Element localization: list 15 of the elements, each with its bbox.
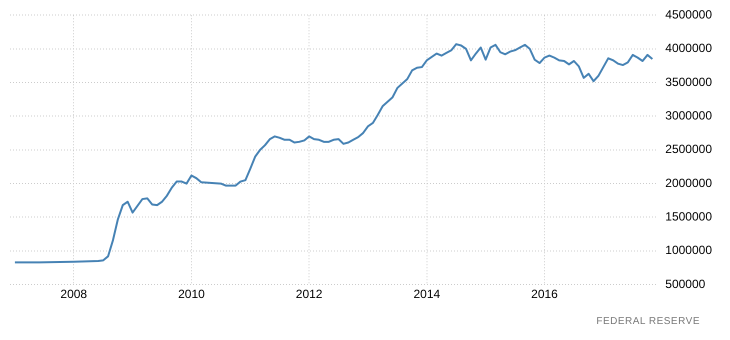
x-tick-label: 2014 <box>413 287 440 302</box>
y-tick-label: 4000000 <box>665 41 712 56</box>
y-tick-label: 3500000 <box>665 74 712 89</box>
y-tick-label: 1000000 <box>665 243 712 258</box>
x-tick-label: 2010 <box>178 287 206 302</box>
y-tick-label: 1500000 <box>665 210 712 224</box>
x-tick-label: 2008 <box>60 287 88 302</box>
y-tick-label: 500000 <box>665 276 706 291</box>
x-tick-label: 2012 <box>296 287 323 302</box>
x-tick-label: 2016 <box>531 287 558 302</box>
y-tick-label: 2000000 <box>665 176 712 190</box>
text: FEDERAL RESERVE <box>595 316 700 327</box>
y-tick-label: 3000000 <box>665 108 712 123</box>
y-tick-label: 2500000 <box>665 142 712 156</box>
y-tick-label: 4500000 <box>665 8 712 22</box>
